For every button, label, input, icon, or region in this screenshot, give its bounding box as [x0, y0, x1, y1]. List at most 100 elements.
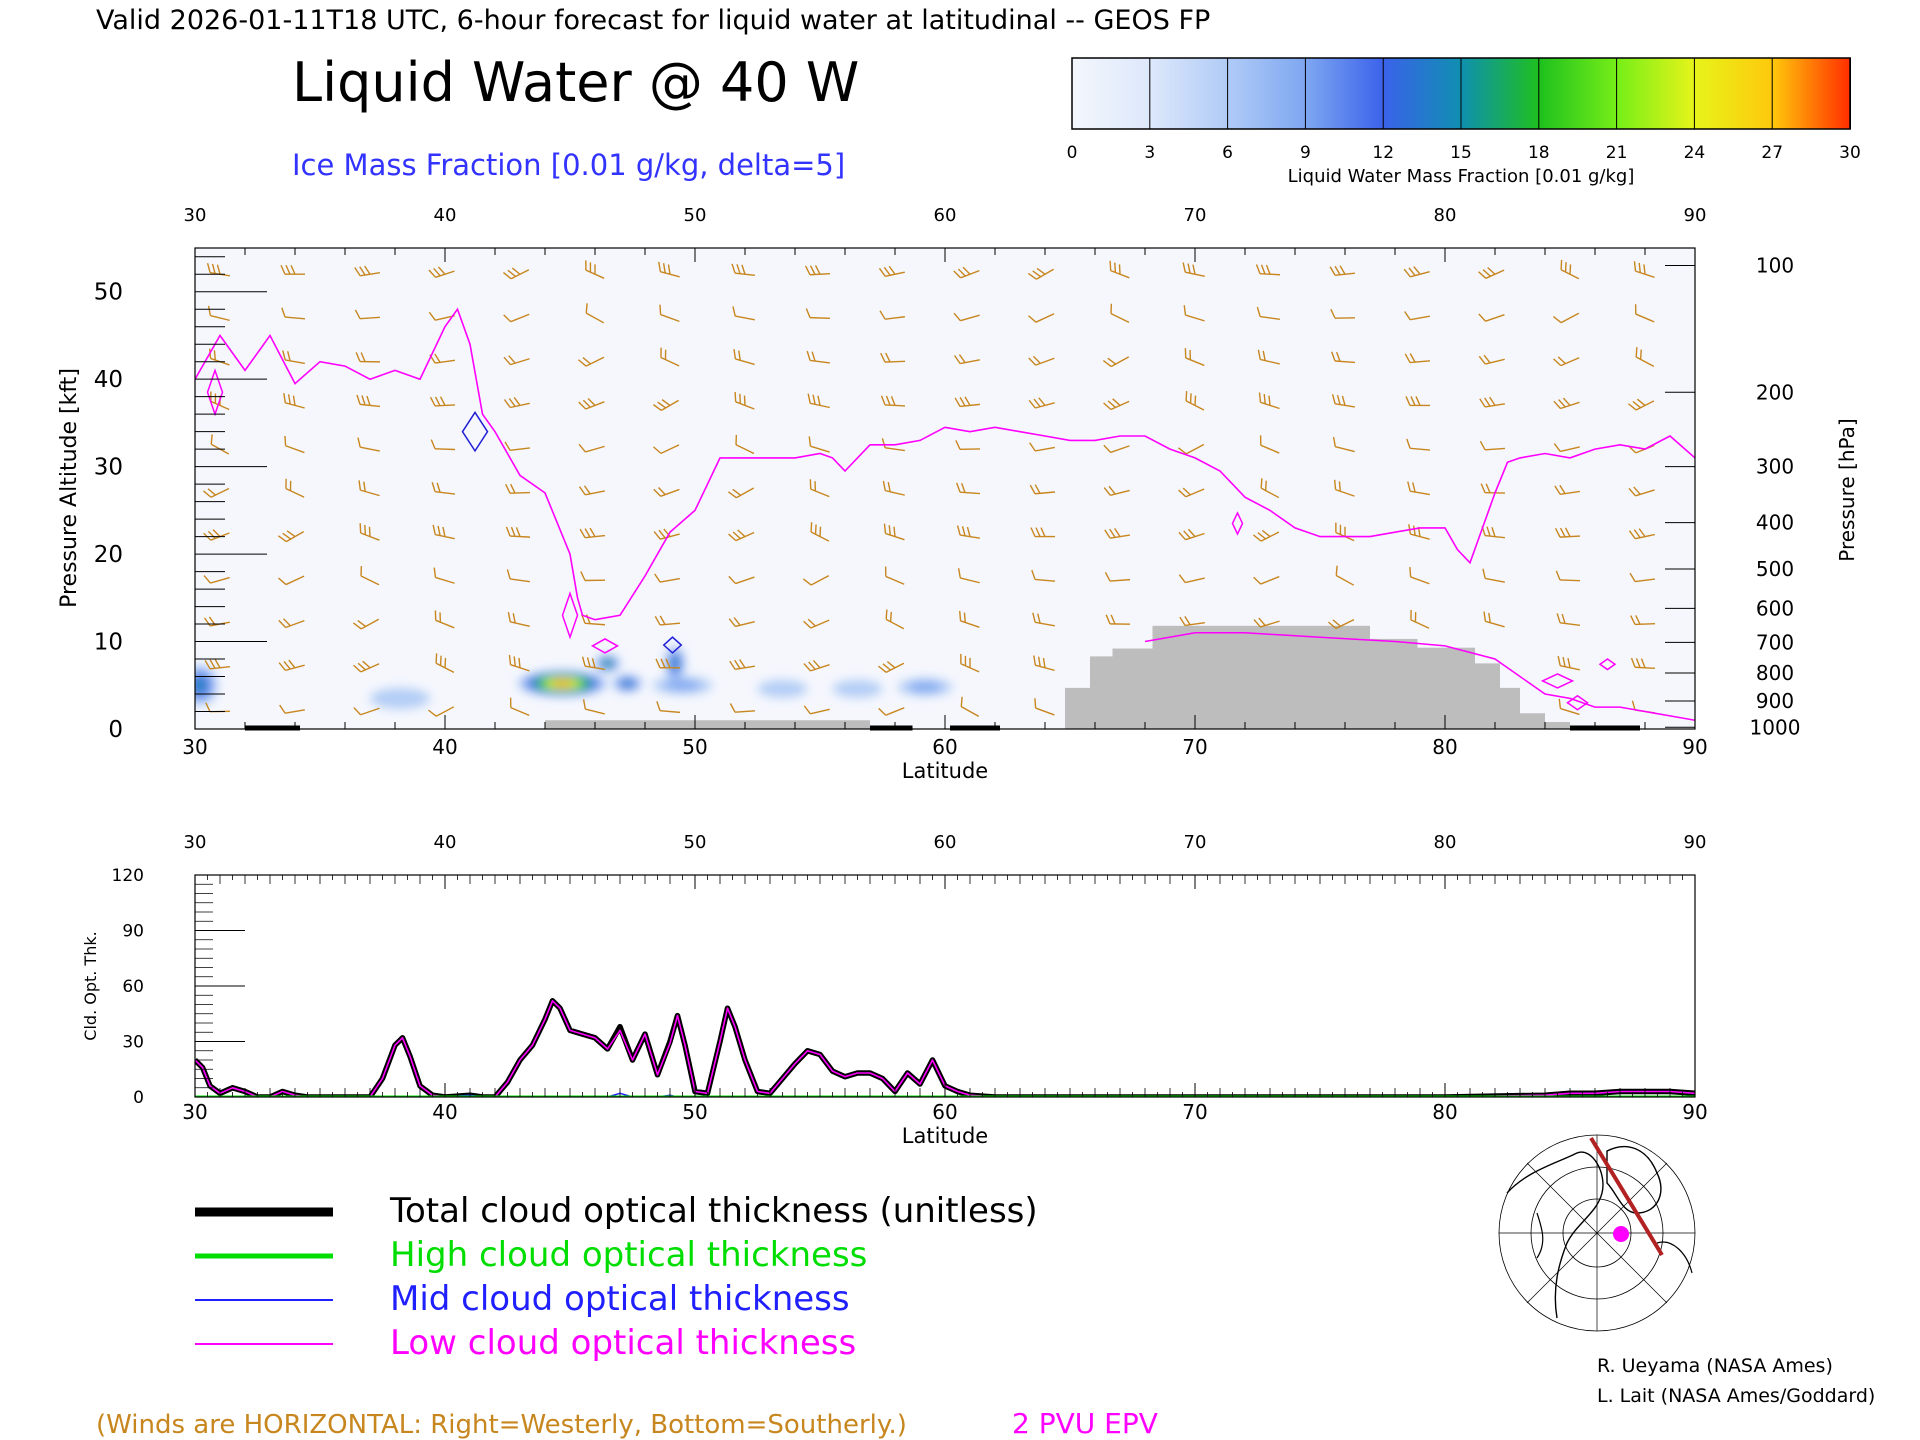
y-tick-label: 0 — [108, 717, 123, 743]
liquid-water-cell — [370, 687, 430, 709]
wind-barb — [803, 705, 830, 715]
wind-barb — [1627, 398, 1655, 411]
wind-barb — [1256, 306, 1281, 321]
wind-barb — [432, 524, 455, 540]
wind-barb — [1404, 311, 1430, 321]
terrain-block — [1112, 648, 1153, 729]
wind-barb — [1478, 313, 1505, 322]
x-tick-label-top: 30 — [184, 832, 207, 853]
wind-barb — [1103, 444, 1130, 454]
wind-barb — [1635, 347, 1655, 368]
wind-barb — [357, 437, 380, 452]
wind-barb — [429, 396, 456, 407]
x-tick-label: 30 — [182, 735, 207, 759]
winds-note: (Winds are HORIZONTAL: Right=Westerly, B… — [96, 1410, 907, 1440]
wind-barb — [508, 654, 530, 672]
liquid-water-cell — [671, 657, 679, 670]
liquid-water-cell — [832, 680, 883, 698]
y-tick-label: 50 — [94, 280, 123, 306]
wind-barb — [1182, 262, 1205, 278]
wind-barb — [1178, 528, 1205, 541]
wind-barb — [1628, 528, 1655, 540]
pressure-tick-label: 900 — [1756, 689, 1794, 713]
wind-barb — [1179, 616, 1206, 627]
wind-barb — [727, 487, 755, 499]
y-tick-label: 90 — [122, 922, 144, 942]
wind-barb — [279, 704, 305, 714]
wind-barb — [733, 349, 755, 366]
x-tick-label: 80 — [1432, 735, 1457, 759]
y-tick-label: 30 — [94, 455, 123, 481]
x-tick-label: 30 — [182, 1100, 207, 1124]
wind-barb — [204, 658, 231, 670]
pressure-tick-label: 300 — [1756, 455, 1794, 479]
wind-barb — [1330, 308, 1356, 319]
pressure-tick-label: 1000 — [1750, 715, 1801, 739]
wind-barb — [728, 529, 755, 542]
upper-y-axis-label: Pressure Altitude [kft] — [57, 368, 82, 608]
wind-barb — [879, 310, 906, 320]
wind-barb — [1184, 348, 1205, 367]
terrain-block — [1475, 663, 1500, 729]
liquid-water-cell — [908, 681, 942, 693]
colorbar-tick-label: 15 — [1450, 143, 1472, 163]
wind-barb — [734, 391, 755, 410]
colorbar-tick-label: 0 — [1067, 143, 1078, 163]
wind-barb — [352, 618, 380, 630]
wind-barb — [1410, 609, 1430, 629]
wind-barb — [505, 483, 531, 494]
wind-barb — [284, 435, 305, 454]
wind-barb — [810, 522, 830, 542]
wind-barb — [953, 354, 980, 365]
colorbar-tick-label: 12 — [1372, 143, 1394, 163]
wind-barb — [878, 265, 905, 278]
wind-barb — [1552, 312, 1580, 324]
terrain-block — [1152, 625, 1370, 729]
wind-barb — [1482, 568, 1505, 583]
wind-barb — [1031, 569, 1056, 582]
colorbar-tick-label: 27 — [1761, 143, 1783, 163]
wind-barb — [283, 392, 305, 409]
legend-label: Mid cloud optical thickness — [390, 1279, 850, 1319]
y-tick-label: 120 — [112, 866, 144, 886]
x-tick-label: 50 — [682, 1100, 707, 1124]
pressure-tick-label: 500 — [1756, 557, 1794, 581]
wind-barb — [428, 266, 455, 278]
terrain-block — [1520, 713, 1545, 729]
wind-barb — [731, 263, 756, 276]
wind-barb — [282, 350, 305, 365]
x-tick-label: 90 — [1682, 735, 1707, 759]
wind-barb — [359, 523, 380, 541]
wind-barb — [578, 397, 605, 410]
wind-barb — [808, 436, 830, 453]
legend-label: Total cloud optical thickness (unitless) — [389, 1191, 1038, 1231]
wind-barb — [956, 482, 981, 495]
wind-barb — [1259, 435, 1280, 454]
wind-barb — [878, 707, 905, 716]
wind-barb — [1553, 443, 1580, 453]
wind-barb — [884, 566, 905, 585]
x-tick-label: 60 — [932, 735, 957, 759]
wind-barb — [1630, 615, 1656, 626]
wind-barb — [656, 701, 681, 714]
wind-barb — [652, 399, 680, 412]
wind-barb — [1104, 571, 1131, 582]
contour-feature — [662, 636, 683, 654]
terrain-block — [1417, 647, 1475, 729]
wind-barb — [882, 480, 905, 496]
wind-barb — [434, 610, 455, 629]
wind-barb — [354, 265, 380, 277]
wind-barb — [655, 658, 680, 669]
wind-barb — [1558, 698, 1580, 716]
terrain-block — [1090, 656, 1113, 729]
wind-barb — [354, 309, 381, 320]
x-tick-label: 90 — [1682, 1100, 1707, 1124]
pressure-tick-label: 600 — [1756, 596, 1794, 620]
upper-y2-axis-label: Pressure [hPa] — [1835, 418, 1859, 561]
wind-barb — [1252, 529, 1280, 542]
x-tick-label-top: 40 — [434, 205, 457, 226]
wind-barb — [953, 266, 980, 279]
wind-barb — [1105, 614, 1131, 625]
x-tick-label: 50 — [682, 735, 707, 759]
wind-barb — [806, 350, 831, 364]
